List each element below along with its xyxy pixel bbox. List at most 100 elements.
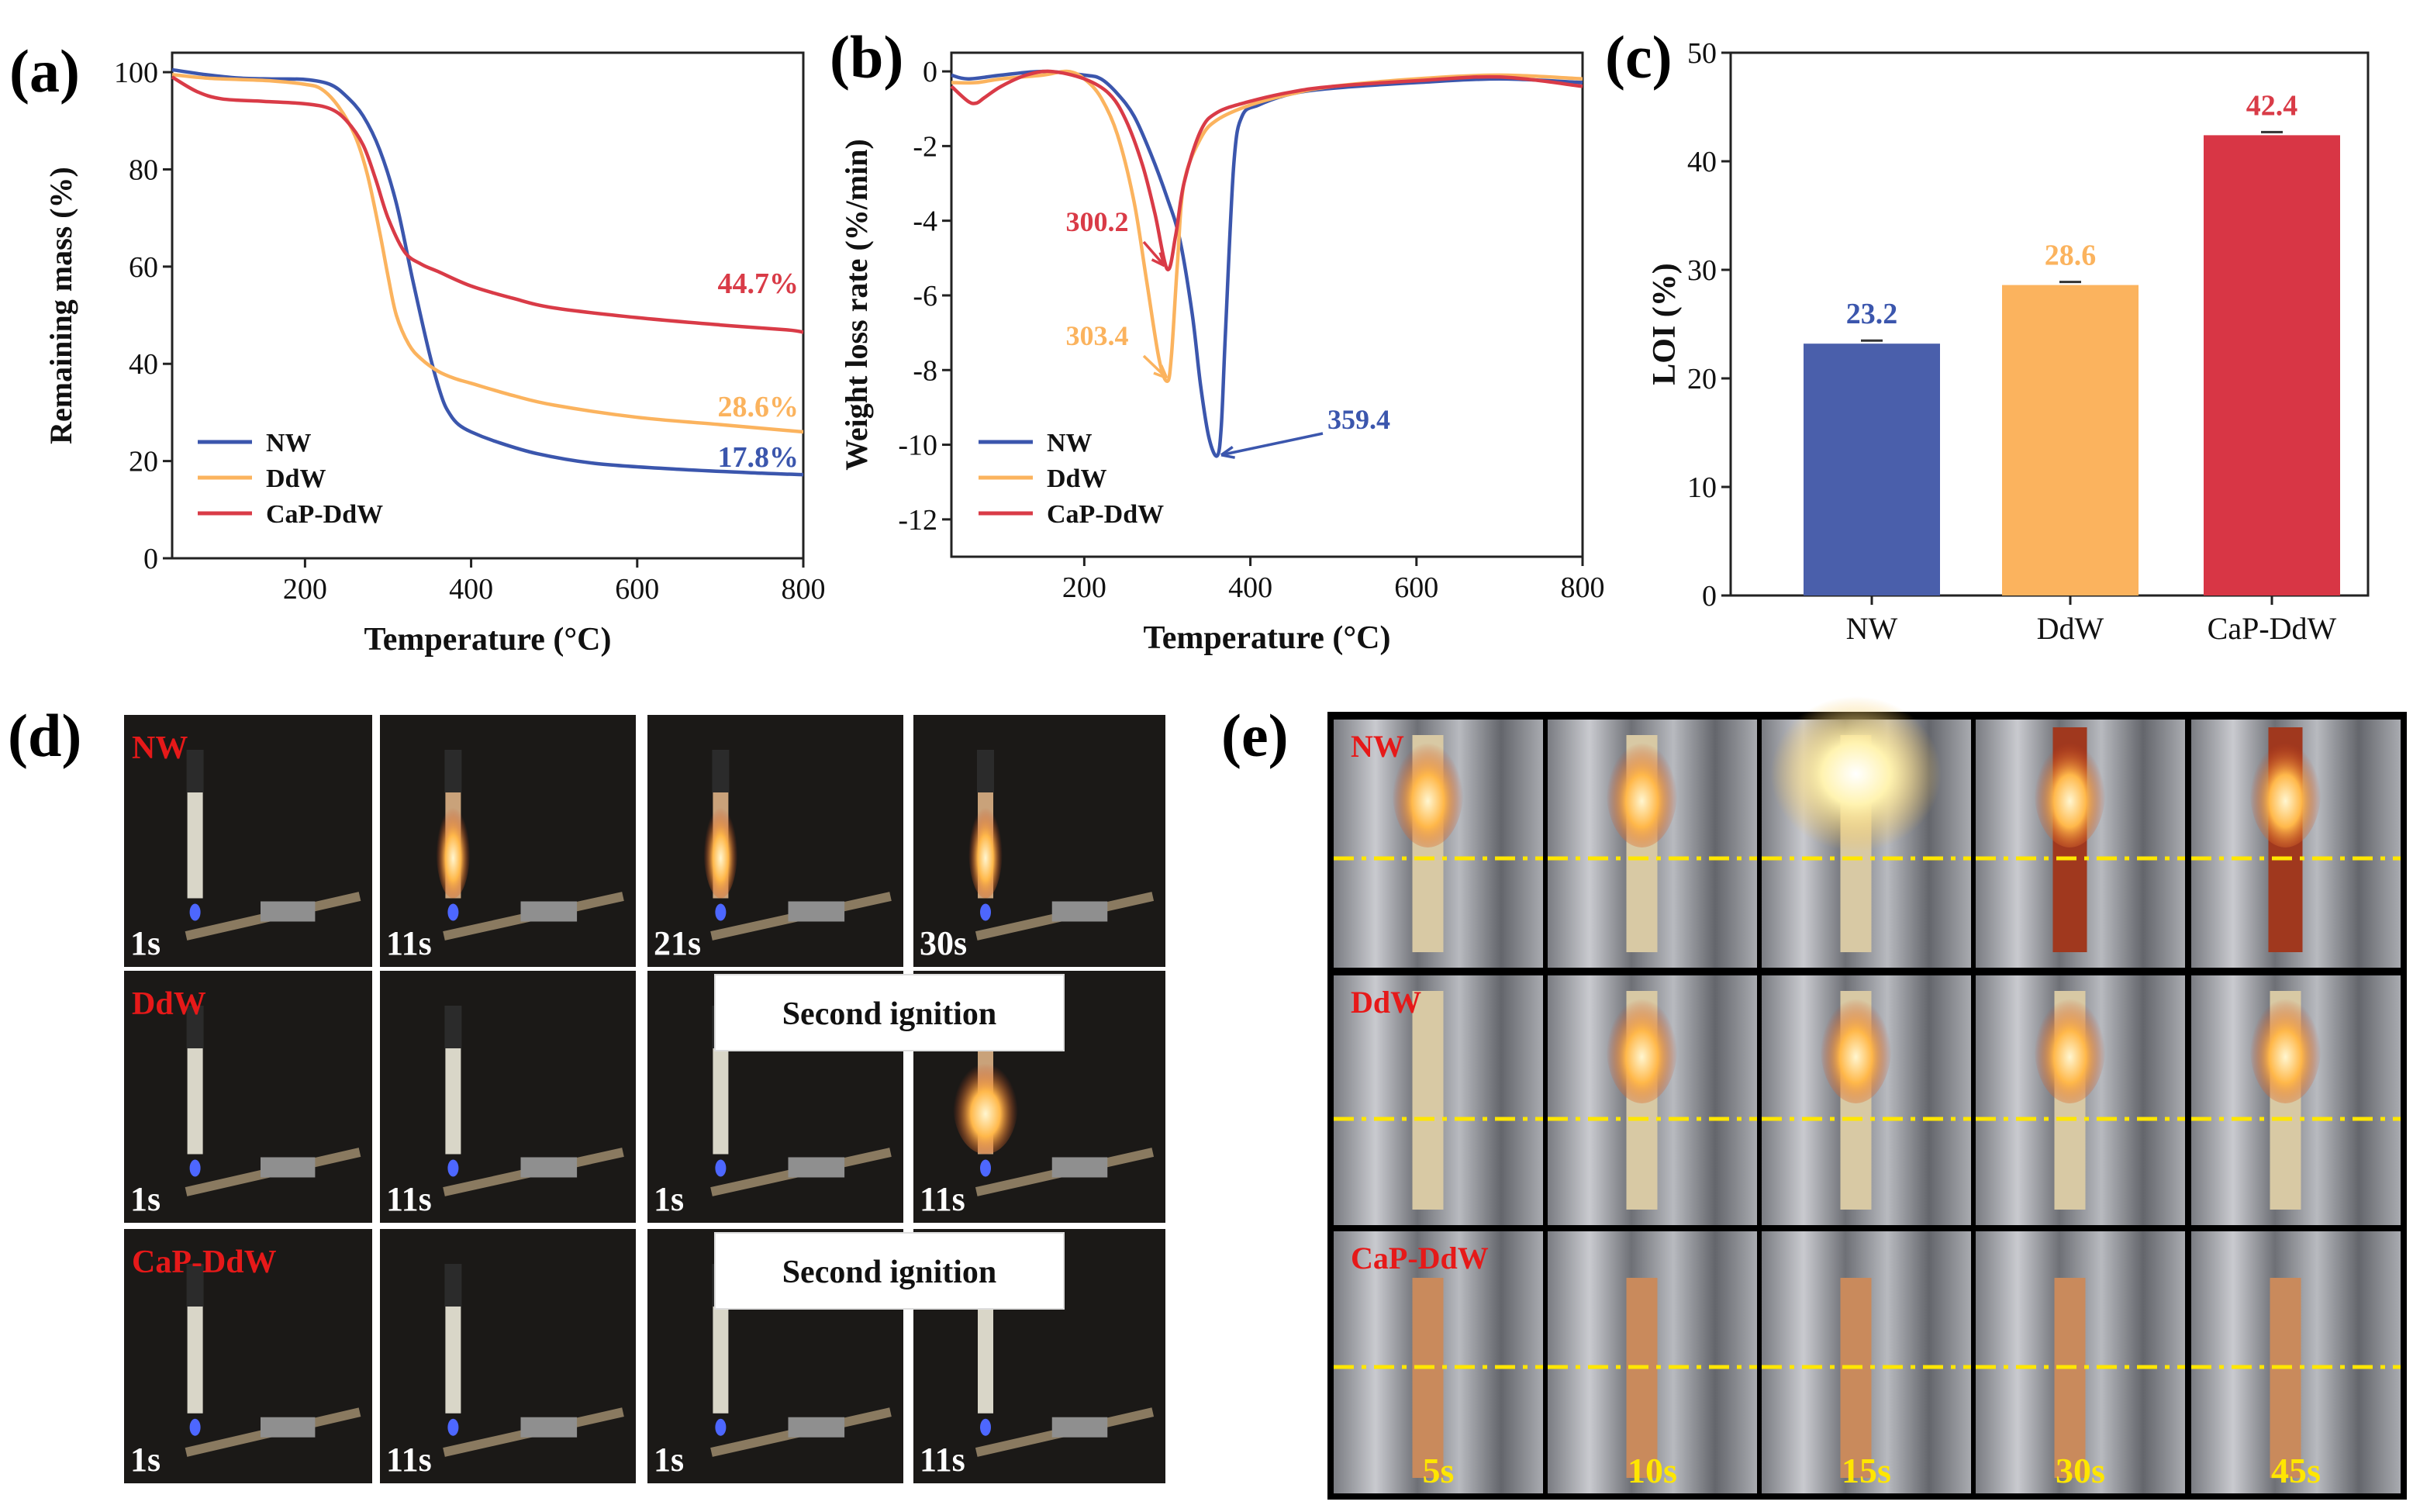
x-tick-label: 400 xyxy=(449,573,493,606)
photo-cell xyxy=(1762,696,1971,968)
annotation-arrow-ddw xyxy=(1142,354,1168,379)
panel-e-photo-grid: NW DdW CaP-DdW 5s 10s 15s 30s 45s xyxy=(1327,696,2407,1500)
wood-sample xyxy=(1840,1278,1872,1478)
x-axis-title: Temperature (°C) xyxy=(364,622,612,658)
burner-stand xyxy=(261,1157,316,1178)
burner-stand xyxy=(1051,1157,1108,1178)
x-tick-label: CaP-DdW xyxy=(2208,611,2337,646)
x-tick-label: 800 xyxy=(782,573,826,606)
annotation-arrow-nw xyxy=(1220,432,1324,457)
x-tick-label: NW xyxy=(1846,611,1898,646)
series-line-ddw xyxy=(171,72,804,434)
time-label: 1s xyxy=(654,1180,684,1218)
flame xyxy=(1820,987,1892,1103)
sample-label: DdW xyxy=(132,986,206,1022)
wood-sample xyxy=(713,1307,729,1414)
flame xyxy=(1770,696,1942,851)
burner-flame xyxy=(715,1159,727,1177)
flame xyxy=(2034,987,2106,1103)
flame xyxy=(1606,987,1678,1103)
series-line-cap-ddw xyxy=(171,75,804,334)
panel-b-letter: (b) xyxy=(830,23,903,91)
y-tick-label: -4 xyxy=(913,205,937,238)
panel-d-photo-grid: 1s NW 11s 21s 30s 1s DdW 11s 1s 11s Second ignitio… xyxy=(124,715,1165,1483)
panel-d: (d) 1s NW 11s 21s 30s 1s DdW 11s 1s 11s Second ign… xyxy=(8,702,1165,1483)
y-tick-label: 0 xyxy=(923,56,937,88)
wood-sample xyxy=(1412,1278,1444,1478)
bar-ddw xyxy=(2002,285,2139,595)
photo-cell xyxy=(1548,975,1757,1225)
sample-clamp xyxy=(444,1264,462,1307)
burner-stand xyxy=(788,901,845,922)
y-tick-label: -8 xyxy=(913,354,937,387)
panel-c-letter: (c) xyxy=(1605,23,1673,91)
sample-clamp xyxy=(712,750,730,792)
x-axis-title: Temperature (°C) xyxy=(1144,620,1391,656)
time-label: 11s xyxy=(386,1180,432,1218)
y-axis-title: LOI (%) xyxy=(1647,263,1683,385)
burner-stand xyxy=(1051,901,1108,922)
time-label: 30s xyxy=(920,924,967,962)
wood-sample xyxy=(713,1048,729,1155)
time-label: 1s xyxy=(130,1441,161,1479)
y-tick-label: 40 xyxy=(129,348,158,381)
wood-sample xyxy=(1412,991,1444,1210)
sample-label: NW xyxy=(132,730,188,766)
legend-label-nw: NW xyxy=(1047,429,1093,457)
x-tick-label: 400 xyxy=(1228,571,1272,604)
bar-cap-ddw xyxy=(2204,135,2340,595)
time-label: 1s xyxy=(130,1180,161,1218)
y-tick-label: 10 xyxy=(1687,471,1717,504)
flame xyxy=(953,1053,1018,1155)
y-tick-label: 40 xyxy=(1687,146,1717,178)
burner-flame xyxy=(980,1159,991,1177)
y-tick-label: -12 xyxy=(898,504,937,537)
annotation-arrowhead-cap-ddw xyxy=(1151,252,1166,268)
photo-cell: 1s NW xyxy=(124,715,372,967)
burner-flame xyxy=(980,903,991,921)
photo-cell: 1s CaP-DdW xyxy=(124,1229,372,1483)
bar-value-label: 28.6 xyxy=(2045,240,2097,272)
photo-cell xyxy=(2191,975,2401,1225)
sample-clamp xyxy=(186,750,204,792)
wood-sample xyxy=(187,1307,203,1414)
burner-flame xyxy=(715,1418,727,1436)
wood-sample xyxy=(2054,1278,2086,1478)
time-label: 10s xyxy=(1628,1451,1677,1490)
photo-cell: 11s xyxy=(380,1229,636,1483)
annotation-nw: 359.4 xyxy=(1327,404,1390,435)
time-label: 11s xyxy=(386,924,432,962)
panel-e: (e) NW DdW CaP-DdW 5s 10s 15s 30s 45s xyxy=(1221,696,2407,1500)
burner-flame xyxy=(189,903,201,921)
plot-frame xyxy=(171,51,805,560)
panel-a-letter: (a) xyxy=(9,37,80,105)
annotation-arrowhead-ddw xyxy=(1153,364,1169,380)
photo-cell: CaP-DdW 5s xyxy=(1334,1231,1543,1493)
y-tick-label: 60 xyxy=(129,251,158,284)
second-ignition-text: Second ignition xyxy=(782,1255,997,1290)
y-tick-label: 80 xyxy=(129,154,158,186)
burner-flame xyxy=(447,1418,459,1436)
second-ignition-text: Second ignition xyxy=(782,996,997,1032)
wood-sample xyxy=(187,1048,203,1155)
annotation-cap-ddw: 44.7% xyxy=(718,268,799,300)
burner-stand xyxy=(261,1417,316,1438)
y-tick-label: 20 xyxy=(1687,363,1717,395)
flame xyxy=(436,797,471,899)
sample-label: NW xyxy=(1351,729,1404,764)
legend-label-cap-ddw: CaP-DdW xyxy=(266,500,383,529)
flame xyxy=(703,797,738,899)
burner-flame xyxy=(447,1159,459,1177)
flame xyxy=(2249,731,2322,847)
plot-frame xyxy=(950,51,1584,558)
photo-cell: DdW xyxy=(1334,975,1543,1225)
second-ignition-banner xyxy=(714,1232,1065,1310)
time-label: 11s xyxy=(920,1180,965,1218)
bar-value-label: 23.2 xyxy=(1846,298,1898,330)
burner-stand xyxy=(788,1417,845,1438)
annotation-ddw: 28.6% xyxy=(718,391,799,423)
sample-label: CaP-DdW xyxy=(1351,1241,1489,1276)
wood-sample xyxy=(445,1048,461,1155)
burner-flame xyxy=(715,903,727,921)
flame xyxy=(1606,731,1678,847)
